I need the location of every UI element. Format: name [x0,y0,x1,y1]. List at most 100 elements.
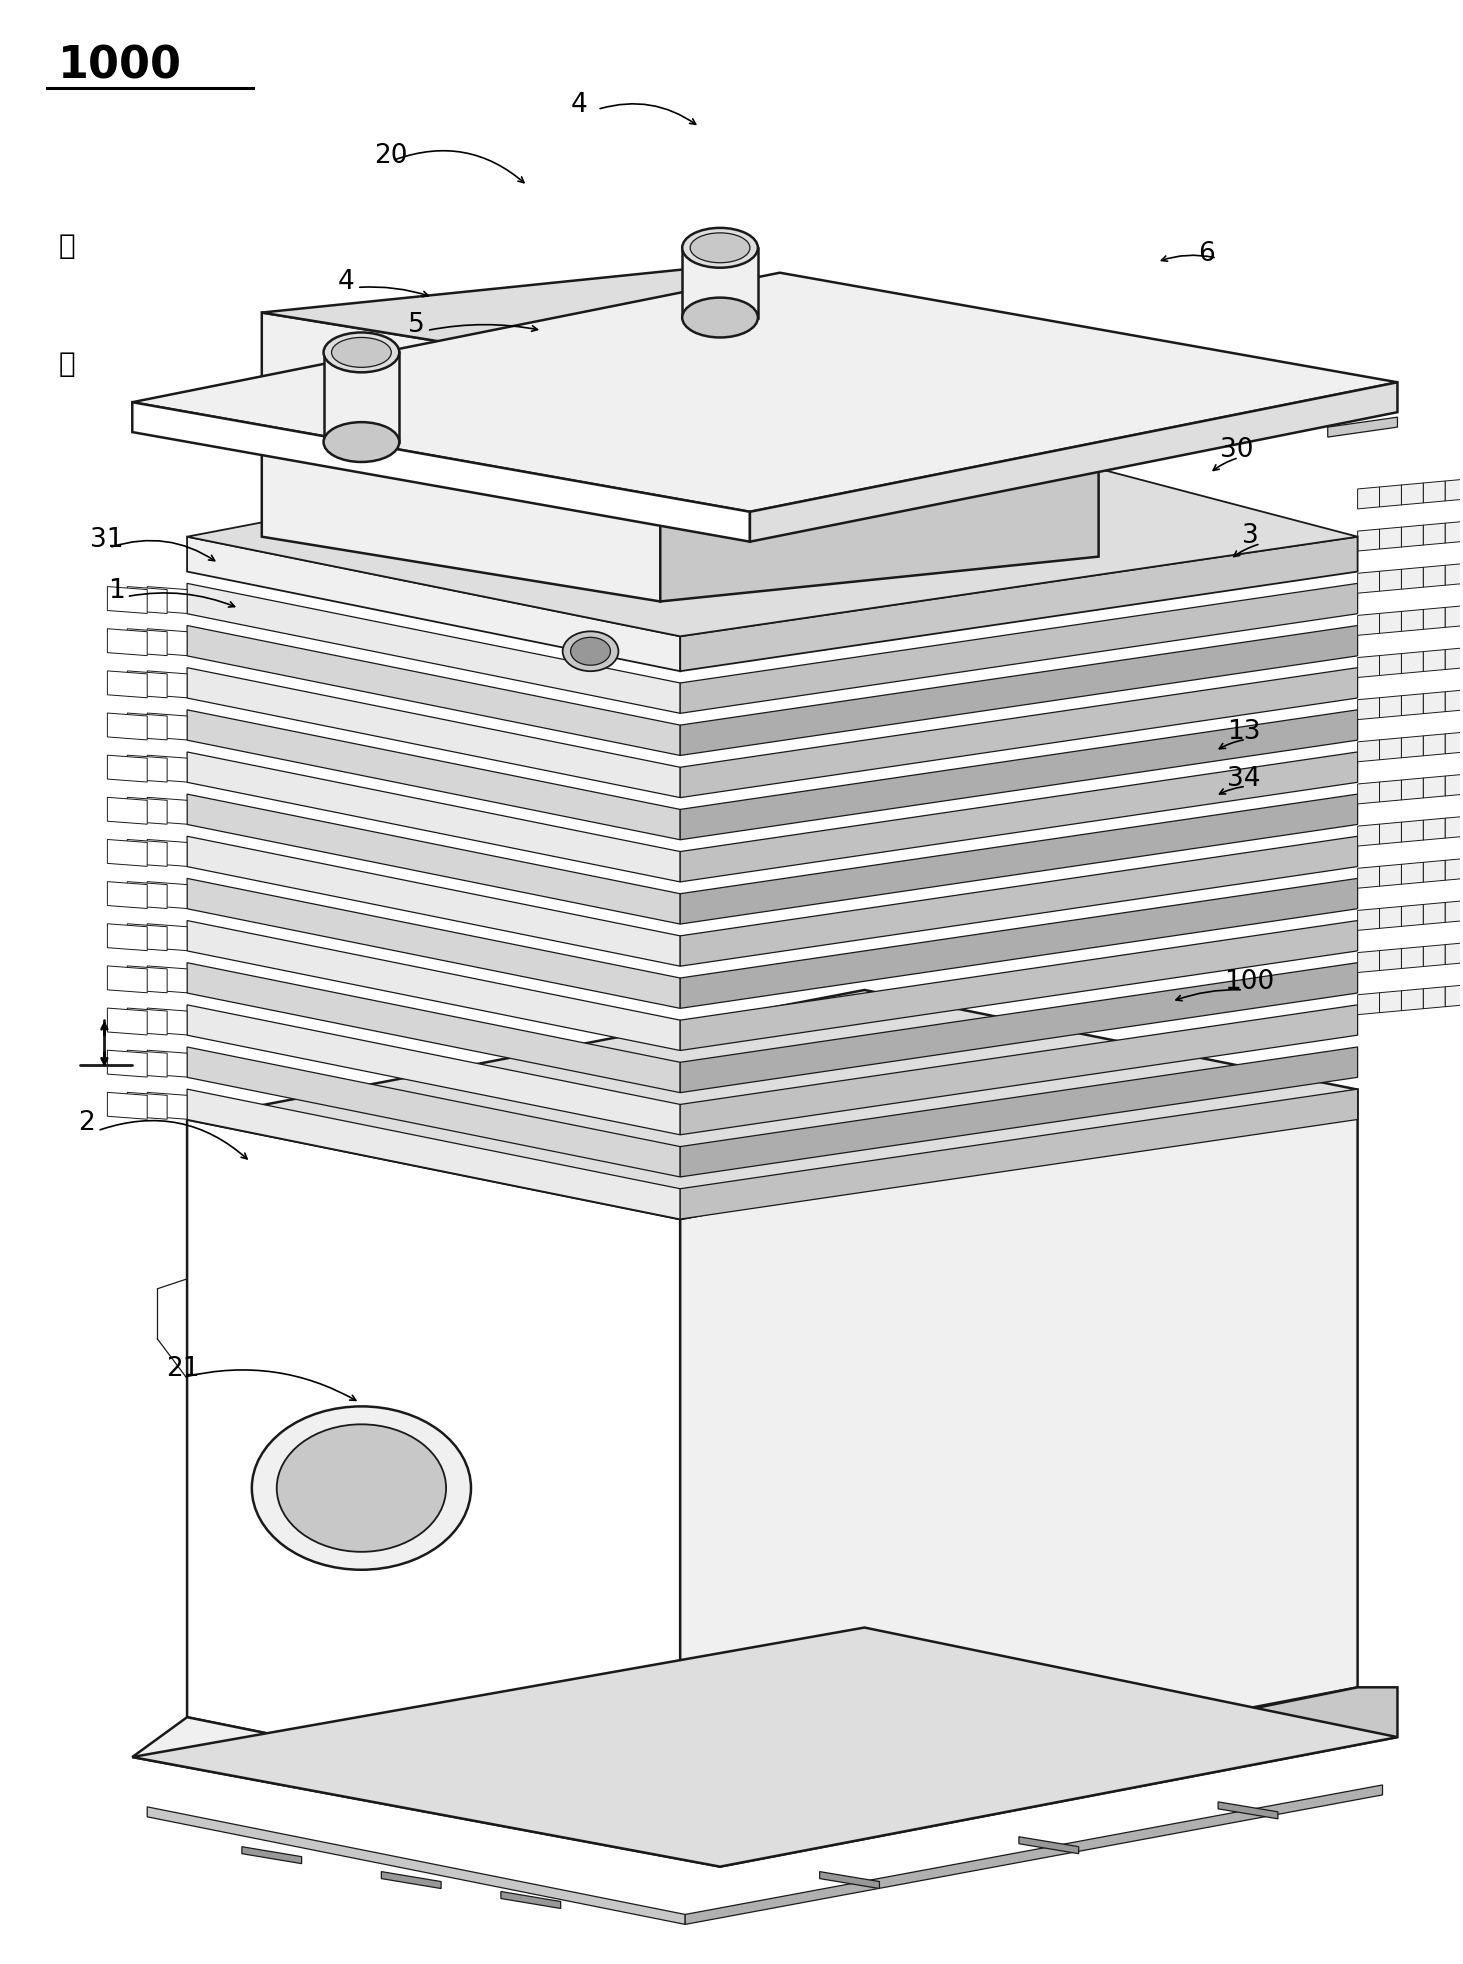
Polygon shape [187,583,680,713]
Text: 1000: 1000 [59,45,183,88]
Polygon shape [680,793,1358,923]
Polygon shape [127,1051,167,1076]
Ellipse shape [323,422,399,462]
Polygon shape [1402,778,1423,799]
Polygon shape [680,1090,1358,1220]
Polygon shape [1423,691,1445,713]
Polygon shape [148,756,187,782]
Polygon shape [187,625,680,756]
Text: 34: 34 [1227,766,1261,791]
Ellipse shape [691,234,751,263]
Polygon shape [187,668,680,797]
Polygon shape [1402,905,1423,927]
Polygon shape [148,797,187,825]
Polygon shape [1358,656,1380,678]
Polygon shape [680,1090,1358,1817]
Polygon shape [148,672,187,697]
Polygon shape [187,793,680,923]
Polygon shape [1445,858,1463,880]
Ellipse shape [252,1406,471,1569]
Polygon shape [1423,986,1445,1009]
Polygon shape [187,921,680,1051]
Polygon shape [680,668,1358,797]
Polygon shape [1380,949,1402,970]
Ellipse shape [277,1424,446,1552]
Polygon shape [680,583,1358,713]
Text: 21: 21 [165,1357,199,1383]
Polygon shape [1358,825,1380,846]
Polygon shape [1423,860,1445,882]
Polygon shape [1380,654,1402,676]
Polygon shape [148,839,187,866]
Polygon shape [1445,564,1463,585]
Polygon shape [107,628,148,656]
Polygon shape [127,756,167,782]
Polygon shape [1219,1801,1277,1819]
Polygon shape [132,1717,720,1866]
Polygon shape [127,628,167,656]
Polygon shape [262,312,660,601]
Polygon shape [1328,416,1397,438]
Polygon shape [1380,990,1402,1013]
Text: 30: 30 [1220,436,1254,464]
Polygon shape [1358,951,1380,972]
Polygon shape [127,713,167,740]
Polygon shape [1445,479,1463,501]
Polygon shape [1402,568,1423,589]
Text: 6: 6 [1198,242,1214,267]
Polygon shape [1402,736,1423,758]
Text: 31: 31 [91,526,124,552]
Polygon shape [1380,780,1402,801]
Polygon shape [751,383,1397,542]
Text: 下: 下 [59,350,75,377]
Polygon shape [107,1092,148,1119]
Text: 1: 1 [108,577,124,603]
Polygon shape [1380,570,1402,591]
Polygon shape [1423,650,1445,672]
Polygon shape [1402,821,1423,843]
Polygon shape [1423,819,1445,841]
Polygon shape [1423,901,1445,925]
Polygon shape [720,1687,1397,1866]
Polygon shape [127,672,167,697]
Polygon shape [680,625,1358,756]
Polygon shape [819,1872,879,1889]
Polygon shape [132,1628,1397,1866]
Polygon shape [241,1846,301,1864]
Polygon shape [132,403,751,542]
Polygon shape [187,962,680,1092]
Polygon shape [1380,485,1402,507]
Polygon shape [680,1047,1358,1176]
Polygon shape [148,628,187,656]
Polygon shape [1445,733,1463,754]
Polygon shape [1445,648,1463,670]
Polygon shape [680,536,1358,672]
Polygon shape [680,921,1358,1051]
Polygon shape [685,1785,1383,1925]
Polygon shape [187,407,1358,636]
Polygon shape [1358,487,1380,509]
Text: 100: 100 [1225,968,1274,996]
Polygon shape [680,837,1358,966]
Polygon shape [1402,988,1423,1011]
Polygon shape [107,713,148,740]
Text: 13: 13 [1227,719,1261,744]
Polygon shape [1380,823,1402,845]
Polygon shape [1358,528,1380,552]
Polygon shape [1402,652,1423,674]
Polygon shape [107,797,148,825]
Polygon shape [1445,605,1463,627]
Polygon shape [1423,522,1445,546]
Polygon shape [262,267,1099,377]
Polygon shape [1380,907,1402,929]
Text: 20: 20 [375,143,408,169]
Polygon shape [187,1090,680,1220]
Polygon shape [1402,483,1423,505]
Polygon shape [107,1008,148,1035]
Ellipse shape [563,630,619,672]
Polygon shape [132,273,1397,513]
Polygon shape [107,587,148,613]
Polygon shape [107,923,148,951]
Polygon shape [187,1006,680,1135]
Polygon shape [1402,862,1423,884]
